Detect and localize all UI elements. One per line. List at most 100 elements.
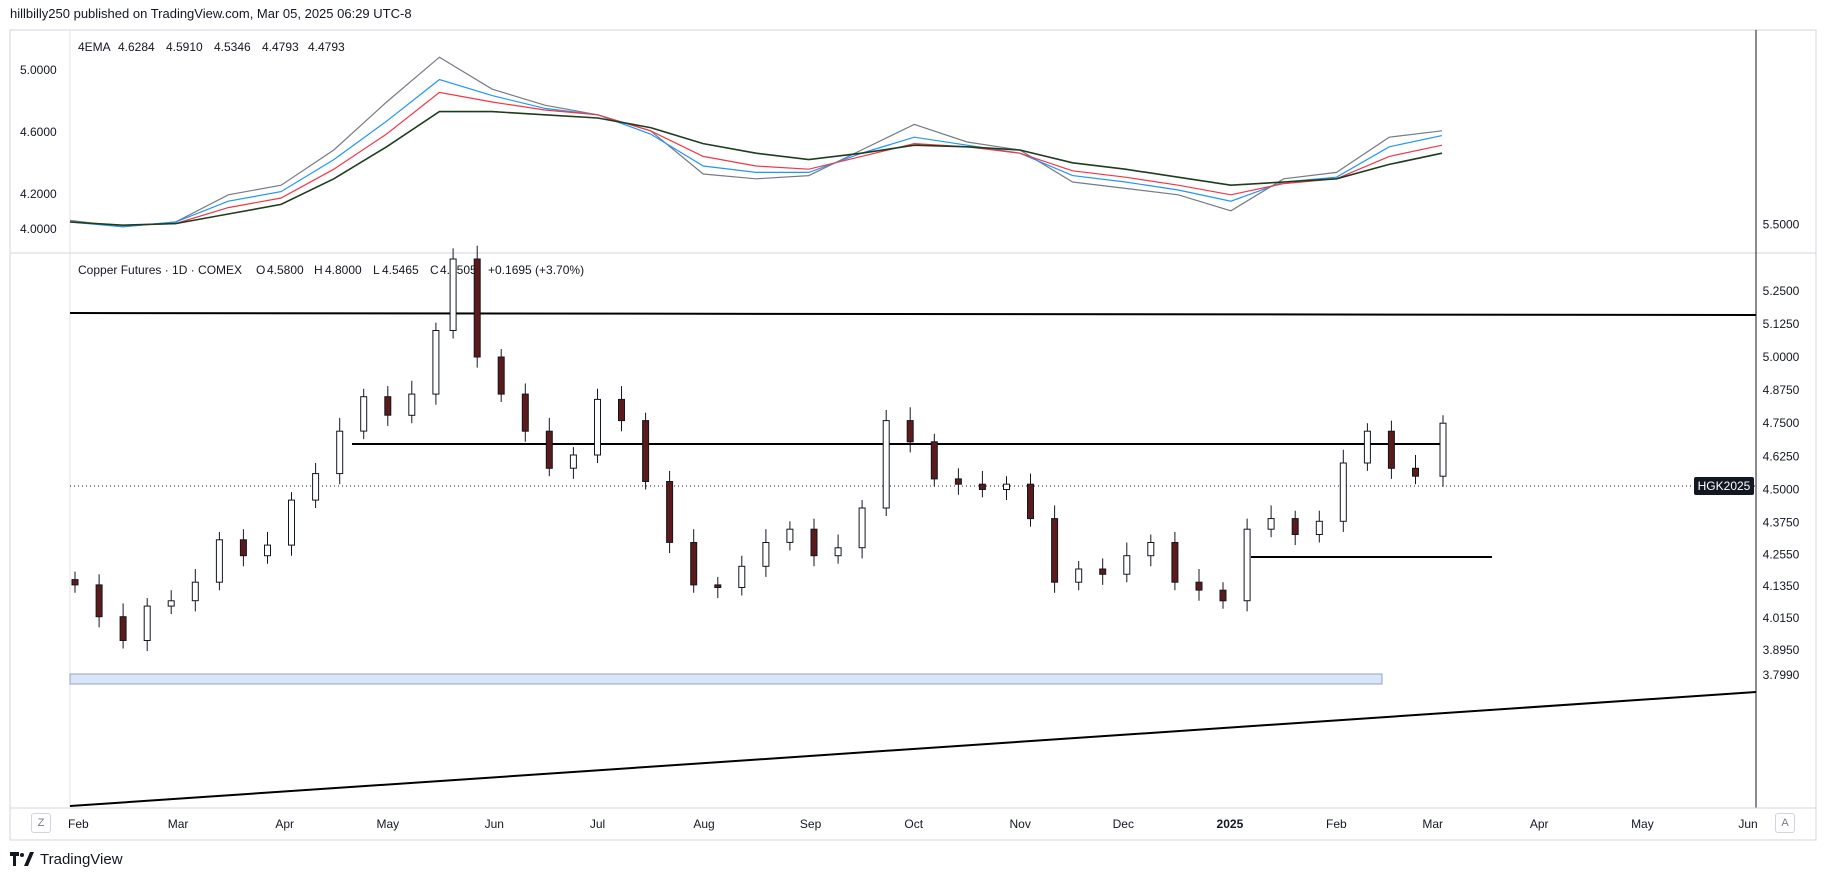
candle — [569, 447, 577, 479]
candle — [858, 500, 866, 559]
candle-body — [408, 393, 416, 416]
candle-body — [1147, 542, 1155, 557]
candle-body — [191, 581, 199, 602]
ema-line — [69, 110, 1443, 227]
candles — [71, 245, 1447, 652]
ema-line — [69, 78, 1443, 228]
candle — [1363, 423, 1371, 471]
indicator-name: 4EMA — [78, 40, 111, 54]
candle — [930, 433, 938, 487]
price-tick: 4.8750 — [1763, 383, 1800, 397]
candle — [312, 463, 320, 508]
price-tick: 4.3750 — [1763, 516, 1800, 530]
time-tick: Aug — [693, 817, 714, 831]
price-tick: 4.2550 — [1763, 547, 1800, 561]
publish-header: hillbilly250 published on TradingView.co… — [10, 6, 412, 21]
candle-body — [1099, 568, 1107, 575]
indicator-value-1: 4.6284 — [118, 40, 155, 54]
candle — [642, 412, 650, 490]
candle-body — [906, 420, 914, 443]
candle-body — [834, 547, 842, 557]
candle-body — [690, 542, 698, 586]
price-tick: 4.5000 — [1763, 483, 1800, 497]
price-tick: 5.2500 — [1763, 284, 1800, 298]
indicator-value-5: 4.4793 — [308, 40, 345, 54]
candle — [1027, 473, 1034, 527]
footer-brand: TradingView — [40, 850, 123, 868]
time-tick: Feb — [1326, 817, 1347, 831]
candle — [95, 574, 103, 628]
candle — [143, 598, 151, 652]
resistance-top-line — [69, 312, 1757, 316]
candle-body — [594, 398, 601, 456]
price-tag: HGK2025 — [1694, 477, 1754, 495]
indicator-tick: 4.2000 — [20, 187, 57, 201]
candle-body — [954, 478, 962, 485]
candle — [545, 417, 553, 477]
candle-body — [978, 483, 986, 491]
symbol-title: Copper Futures · 1D · COMEX — [78, 263, 242, 277]
candle-body — [762, 542, 770, 567]
candle-body — [545, 430, 553, 469]
candle-body — [1075, 568, 1083, 583]
candle-body — [119, 616, 127, 642]
time-tick: Jul — [590, 817, 605, 831]
candle — [497, 349, 505, 402]
candle-body — [1315, 520, 1323, 535]
candle-body — [858, 507, 866, 549]
time-tick: Nov — [1010, 817, 1031, 831]
price-tick: 3.7990 — [1763, 668, 1800, 682]
candle-body — [1243, 528, 1251, 602]
price-tick: 5.1250 — [1763, 317, 1800, 331]
ema-line — [69, 56, 1443, 228]
candle-body — [930, 441, 938, 480]
time-tick: May — [1631, 817, 1654, 831]
price-axis: 5.5000 5.2500 5.1250 5.0000 4.8750 4.7500 4.62… — [1763, 218, 1800, 683]
candle-body — [1387, 430, 1395, 469]
candle — [264, 531, 271, 564]
candle — [1003, 476, 1010, 501]
candle — [119, 603, 127, 649]
candle — [786, 521, 794, 551]
candle — [1315, 510, 1323, 543]
candle-body — [449, 258, 457, 331]
price-tag-label: HGK2025 — [1698, 479, 1751, 493]
trend-lines — [69, 312, 1757, 807]
candle-body — [1003, 483, 1010, 491]
candle — [1439, 415, 1447, 487]
time-tick: Sep — [800, 817, 822, 831]
candle — [521, 383, 529, 442]
candle-body — [143, 605, 151, 641]
candle — [1171, 531, 1179, 591]
candle — [738, 555, 746, 596]
candle-body — [738, 565, 746, 588]
candle-body — [1219, 589, 1227, 602]
log-scale-button[interactable]: Z — [31, 813, 51, 833]
candle-body — [714, 584, 722, 589]
candle-body — [95, 584, 103, 618]
time-tick: Dec — [1113, 817, 1134, 831]
candle — [1195, 569, 1203, 601]
indicator-tick: 4.0000 — [20, 222, 57, 236]
time-tick: Jun — [485, 817, 504, 831]
candle-body — [1171, 542, 1179, 583]
auto-scale-button[interactable]: A — [1775, 813, 1795, 833]
ema-lines — [69, 56, 1443, 228]
price-tick: 5.5000 — [1763, 218, 1800, 232]
candle-body — [71, 579, 79, 586]
candle — [762, 529, 770, 577]
price-tick: 4.7500 — [1763, 416, 1800, 430]
candle-body — [336, 430, 344, 475]
candle — [191, 569, 199, 612]
candle-body — [642, 420, 650, 483]
candle-body — [1412, 467, 1419, 477]
ohlc-high-label: H — [314, 263, 323, 277]
candle — [1339, 449, 1347, 532]
candle — [882, 410, 890, 516]
candle-body — [264, 544, 271, 557]
candle — [594, 388, 601, 463]
indicator-tick: 4.6000 — [20, 125, 57, 139]
candle-body — [1267, 518, 1275, 530]
symbol-legend: Copper Futures · 1D · COMEX O 4.5800 H 4… — [78, 263, 584, 277]
